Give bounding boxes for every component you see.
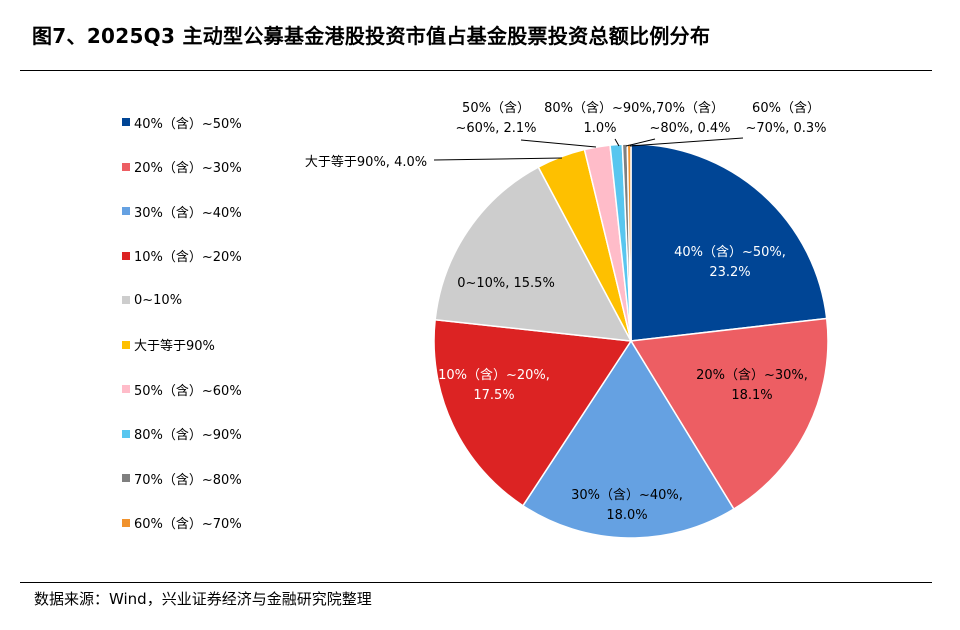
pie-slice: [521, 339, 735, 539]
leader-line: [433, 157, 563, 161]
data-label-line: 大于等于90%, 4.0%: [305, 154, 427, 170]
legend-label: 大于等于90%: [134, 339, 215, 354]
pie-slice: [433, 318, 633, 507]
data-label: 30%（含）~40%, 18.0%: [571, 487, 683, 523]
data-label-line: 23.2%: [709, 265, 750, 280]
data-label: 50%（含） ~60%, 2.1%: [455, 100, 536, 136]
legend-item: 40%（含）~50%: [122, 113, 242, 132]
chart-title: 图7、2025Q3 主动型公募基金港股投资市值占基金股票投资总额比例分布: [32, 24, 711, 48]
data-label: 40%（含）~50%, 23.2%: [674, 244, 786, 280]
data-label: 10%（含）~20%, 17.5%: [438, 367, 550, 403]
data-label: 70%（含） ~80%, 0.4%: [649, 100, 730, 136]
legend-item: 10%（含）~20%: [122, 247, 242, 265]
data-label: 80%（含）~90%, 1.0%: [544, 100, 656, 136]
source-note: 数据来源：Wind，兴业证券经济与金融研究院整理: [34, 590, 372, 608]
legend-item: 30%（含）~40%: [122, 202, 242, 221]
data-label-line: 20%（含）~30%,: [696, 367, 808, 383]
data-label-line: 60%（含）: [752, 100, 820, 116]
bottom-divider: [20, 582, 932, 583]
legend-swatch: [122, 162, 130, 171]
data-label-line: 18.1%: [731, 388, 772, 403]
legend-swatch: [122, 296, 130, 304]
leader-line: [625, 138, 656, 147]
legend-label: 0~10%: [134, 292, 183, 308]
legend-label: 50%（含）~60%: [134, 383, 242, 399]
legend-swatch: [122, 429, 130, 438]
legend-swatch: [122, 474, 130, 482]
data-label-line: ~70%, 0.3%: [745, 121, 826, 136]
pie-slice: [630, 143, 828, 342]
data-label-line: 40%（含）~50%,: [674, 244, 786, 260]
data-label-line: 50%（含）: [462, 100, 530, 116]
legend-swatch: [122, 518, 130, 527]
data-label: 大于等于90%, 4.0%: [305, 154, 427, 170]
legend-swatch: [122, 251, 130, 260]
data-label: 0~10%, 15.5%: [457, 276, 555, 291]
data-label-line: 80%（含）~90%,: [544, 100, 656, 116]
data-label-line: 17.5%: [473, 388, 514, 403]
legend-swatch: [122, 207, 130, 215]
data-label: 60%（含） ~70%, 0.3%: [745, 100, 826, 136]
data-label-line: ~80%, 0.4%: [649, 121, 730, 136]
legend-label: 70%（含）~80%: [134, 472, 242, 488]
legend-label: 10%（含）~20%: [134, 250, 242, 265]
leader-line: [629, 137, 744, 147]
legend-item: 0~10%: [122, 291, 182, 309]
legend-label: 40%（含）~50%: [134, 116, 242, 132]
legend-item: 50%（含）~60%: [122, 380, 242, 399]
data-label: 20%（含）~30%, 18.1%: [696, 367, 808, 403]
legend-item: 大于等于90%: [122, 336, 215, 354]
legend-item: 60%（含）~70%: [122, 514, 242, 532]
legend-swatch: [122, 385, 130, 393]
pie-slice: [434, 166, 633, 342]
legend-label: 80%（含）~90%: [134, 428, 242, 443]
data-label-line: 0~10%, 15.5%: [457, 276, 555, 291]
pie-slice: [629, 317, 829, 511]
legend-label: 60%（含）~70%: [134, 517, 242, 532]
legend-item: 20%（含）~30%: [122, 158, 242, 176]
leader-line: [614, 138, 620, 147]
legend-label: 20%（含）~30%: [134, 161, 242, 176]
legend-item: 70%（含）~80%: [122, 469, 242, 488]
legend-item: 80%（含）~90%: [122, 425, 242, 443]
top-divider: [20, 70, 932, 71]
data-label-line: 1.0%: [583, 121, 616, 136]
legend-swatch: [122, 340, 130, 349]
data-label-line: 30%（含）~40%,: [571, 487, 683, 503]
pie-slice: [626, 143, 632, 342]
data-label-line: 18.0%: [606, 508, 647, 523]
data-label-line: ~60%, 2.1%: [455, 121, 536, 136]
legend-label: 30%（含）~40%: [134, 205, 242, 221]
leader-line: [520, 139, 597, 148]
data-label-line: 70%（含）: [656, 100, 724, 116]
data-label-line: 10%（含）~20%,: [438, 367, 550, 383]
legend-swatch: [122, 118, 130, 126]
